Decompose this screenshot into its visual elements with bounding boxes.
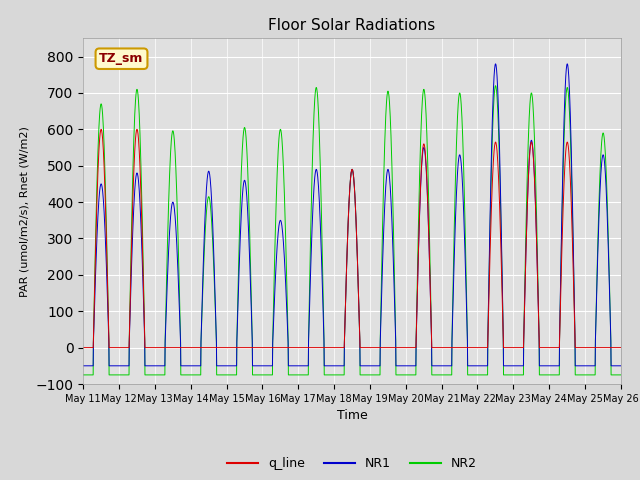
NR2 xyxy=(229,372,237,378)
q_line xyxy=(79,345,87,350)
NR1 xyxy=(492,61,499,67)
q_line xyxy=(508,345,516,350)
q_line xyxy=(570,278,577,284)
NR1 xyxy=(229,363,237,369)
Y-axis label: PAR (umol/m2/s), Rnet (W/m2): PAR (umol/m2/s), Rnet (W/m2) xyxy=(20,126,30,297)
NR2 xyxy=(492,83,499,89)
NR1 xyxy=(508,363,516,369)
Text: TZ_sm: TZ_sm xyxy=(99,52,144,65)
NR2 xyxy=(79,372,87,378)
NR2 xyxy=(584,372,592,378)
NR2 xyxy=(367,372,375,378)
NR1 xyxy=(367,363,375,369)
NR2 xyxy=(570,260,577,266)
q_line xyxy=(380,345,387,350)
Legend: q_line, NR1, NR2: q_line, NR1, NR2 xyxy=(222,453,482,476)
Line: q_line: q_line xyxy=(83,129,621,348)
X-axis label: Time: Time xyxy=(337,409,367,422)
q_line xyxy=(584,345,592,350)
q_line xyxy=(368,345,376,350)
NR1 xyxy=(79,363,87,369)
NR2 xyxy=(617,372,625,378)
NR1 xyxy=(584,363,592,369)
NR1 xyxy=(570,252,577,258)
q_line xyxy=(230,345,237,350)
NR2 xyxy=(379,204,387,210)
Line: NR2: NR2 xyxy=(83,86,621,375)
NR1 xyxy=(379,247,387,253)
q_line xyxy=(617,345,625,350)
Line: NR1: NR1 xyxy=(83,64,621,366)
Title: Floor Solar Radiations: Floor Solar Radiations xyxy=(268,18,436,33)
q_line xyxy=(97,126,105,132)
NR1 xyxy=(617,363,625,369)
NR2 xyxy=(508,372,516,378)
